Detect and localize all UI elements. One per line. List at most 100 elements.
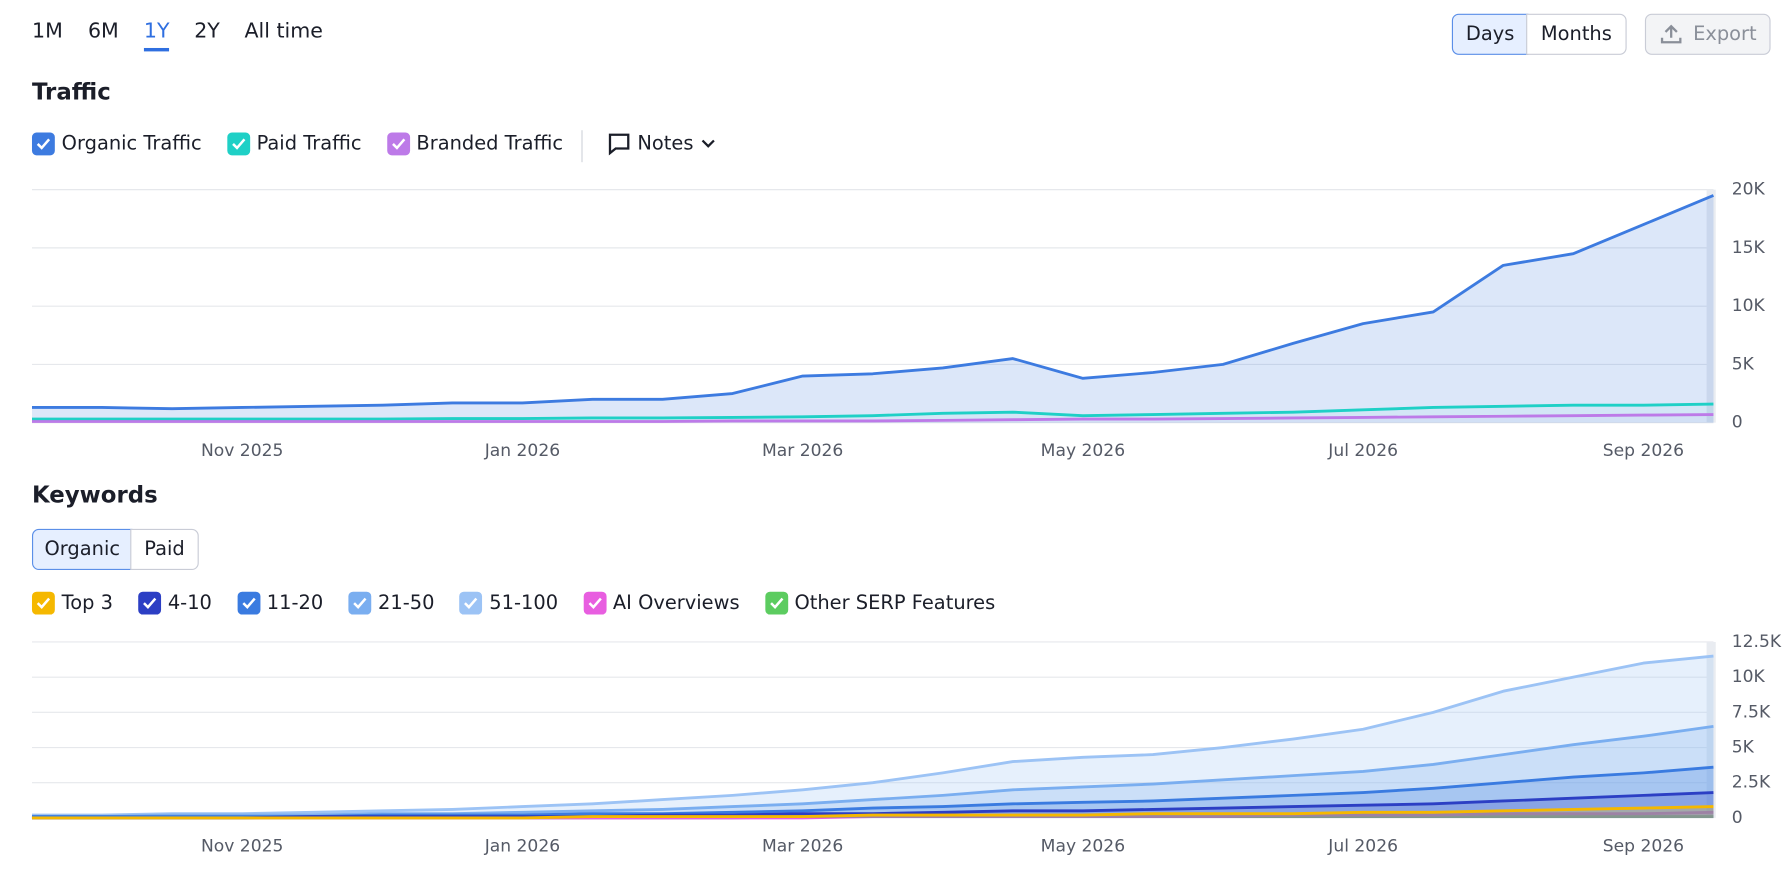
export-button[interactable]: Export xyxy=(1644,13,1771,55)
checkbox[interactable] xyxy=(459,591,483,615)
check xyxy=(241,597,256,609)
checkbox[interactable] xyxy=(764,591,788,615)
legend-item[interactable]: 11-20 xyxy=(237,591,324,615)
granularity-button[interactable]: Days xyxy=(1451,13,1529,55)
y-tick-label: 10K xyxy=(1732,667,1766,687)
legend-item[interactable]: Branded Traffic xyxy=(386,132,563,156)
legend-label: Paid Traffic xyxy=(256,132,362,156)
range-tab[interactable]: 2Y xyxy=(194,19,220,44)
x-tick-label: Nov 2025 xyxy=(201,836,283,856)
check-icon xyxy=(353,597,367,609)
x-tick-label: Mar 2026 xyxy=(762,836,843,856)
y-tick-label: 2.5K xyxy=(1732,773,1771,793)
checkbox[interactable] xyxy=(386,132,410,156)
checkbox[interactable] xyxy=(226,132,250,156)
legend: Organic Traffic Paid Traffic Branded Traff… xyxy=(31,132,563,156)
area xyxy=(31,792,1714,818)
hover-band xyxy=(1706,189,1716,423)
legend-label: Organic Traffic xyxy=(61,132,202,156)
check-icon xyxy=(588,597,602,609)
chevron xyxy=(701,139,715,148)
check xyxy=(353,597,367,609)
legend-item[interactable]: Top 3 xyxy=(31,591,113,615)
check xyxy=(36,597,51,609)
keywords-chart: 0 2.5K 5K 7.5K 10K 12.5K Nov 2025 Jan 2026 Mar 2… xyxy=(31,632,1782,856)
section-title: Traffic xyxy=(31,77,111,106)
check-icon xyxy=(391,138,405,150)
line xyxy=(31,805,1714,820)
y-tick-label: 5K xyxy=(1732,354,1755,374)
y-tick-label: 5K xyxy=(1732,738,1755,758)
area xyxy=(31,812,1714,818)
y-tick-label: 15K xyxy=(1732,238,1766,258)
range-tab[interactable]: 6M xyxy=(87,19,119,44)
x-tick-label: Jan 2026 xyxy=(484,836,560,856)
check-icon xyxy=(142,597,157,609)
x-tick-label: Sep 2026 xyxy=(1603,441,1684,461)
legend-item[interactable]: 4-10 xyxy=(138,591,212,615)
checkbox[interactable] xyxy=(31,591,55,615)
checkbox[interactable] xyxy=(237,591,260,615)
range-tab[interactable]: All time xyxy=(244,19,323,44)
keyword-tab[interactable]: Paid xyxy=(130,528,199,571)
y-tick-label: 12.5K xyxy=(1732,632,1782,652)
legend-item[interactable]: Other SERP Features xyxy=(764,591,996,615)
legend-label: 11-20 xyxy=(266,591,324,615)
x-tick-label: Jan 2026 xyxy=(484,441,560,461)
check-icon xyxy=(769,597,783,609)
legend-item[interactable]: 21-50 xyxy=(348,591,434,615)
hover-band xyxy=(1706,641,1716,818)
check xyxy=(588,597,602,609)
y-tick-label: 7.5K xyxy=(1732,702,1771,722)
traffic-chart: 0 5K 10K 15K 20K Nov 2025 Jan 2026 Mar 2026 May … xyxy=(31,180,1766,461)
check xyxy=(142,597,157,609)
checkbox[interactable] xyxy=(31,132,55,156)
x-tick-label: Jul 2026 xyxy=(1327,836,1398,856)
area xyxy=(31,414,1714,423)
checkbox[interactable] xyxy=(138,591,161,615)
line xyxy=(31,402,1714,421)
legend-item[interactable]: AI Overviews xyxy=(583,591,740,615)
x-tick-label: Mar 2026 xyxy=(762,441,843,461)
legend-label: 4-10 xyxy=(167,591,212,615)
legend-item[interactable]: Paid Traffic xyxy=(226,132,362,156)
legend-label: 51-100 xyxy=(489,591,559,615)
notes-icon xyxy=(608,133,630,156)
check xyxy=(391,138,405,150)
checkbox[interactable] xyxy=(348,591,372,615)
legend: Top 3 4-10 11-20 21-50 51-100 AI Overviews Oth… xyxy=(31,591,996,615)
x-tick-label: May 2026 xyxy=(1041,441,1125,461)
check-icon xyxy=(36,138,51,150)
legend-item[interactable]: Organic Traffic xyxy=(31,132,202,156)
legend-label: AI Overviews xyxy=(612,591,740,615)
line xyxy=(31,413,1714,423)
notes-label: Notes xyxy=(637,132,694,156)
range-tab[interactable]: 1Y xyxy=(143,19,170,52)
export-icon xyxy=(1661,24,1682,44)
line xyxy=(31,724,1714,818)
check xyxy=(769,597,783,609)
x-tick-label: Sep 2026 xyxy=(1603,836,1684,856)
line xyxy=(31,194,1714,411)
range-tab[interactable]: 1M xyxy=(31,19,63,44)
legend-item[interactable]: 51-100 xyxy=(459,591,559,615)
keyword-tab[interactable]: Organic xyxy=(31,528,133,571)
granularity-button[interactable]: Months xyxy=(1526,13,1627,55)
check-icon xyxy=(241,597,256,609)
check xyxy=(464,597,478,609)
check-icon xyxy=(231,138,245,150)
notes-button[interactable]: Notes xyxy=(608,133,717,156)
check xyxy=(231,138,245,150)
y-tick-label: 0 xyxy=(1732,808,1743,828)
area xyxy=(31,656,1714,818)
checkbox[interactable] xyxy=(583,591,607,615)
export-label: Export xyxy=(1693,22,1757,46)
area xyxy=(31,195,1714,423)
legend-label: Top 3 xyxy=(61,591,113,615)
line xyxy=(31,654,1714,817)
legend-label: Other SERP Features xyxy=(794,591,996,615)
x-tick-label: Jul 2026 xyxy=(1327,441,1398,461)
y-tick-label: 0 xyxy=(1732,413,1743,433)
x-tick-label: May 2026 xyxy=(1041,836,1125,856)
